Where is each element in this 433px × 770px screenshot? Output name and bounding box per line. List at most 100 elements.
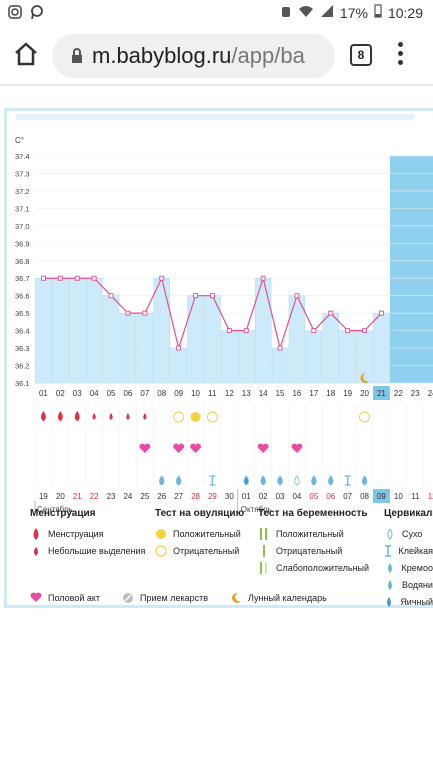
day-label: 12	[225, 389, 234, 398]
day-label: 24	[428, 389, 433, 398]
menstruation-drop-icon	[143, 413, 147, 420]
p-app-icon	[30, 5, 44, 22]
temperature-bar	[136, 312, 154, 384]
temperature-point	[159, 275, 165, 281]
date-label: 06	[326, 492, 335, 501]
legend-pregnancy-title: Тест на беременность	[258, 508, 368, 519]
date-label: 07	[343, 492, 352, 501]
date-label: 11	[411, 492, 420, 501]
legend-item: Отрицательный	[258, 542, 369, 559]
clock-time: 10:29	[387, 4, 423, 21]
legend-menstruation-title: Менструация	[30, 508, 96, 519]
temperature-point	[108, 293, 114, 299]
day-label: 10	[191, 389, 200, 398]
y-tick-label: 36.5	[15, 309, 30, 318]
chart-scroll-strip[interactable]	[15, 114, 415, 120]
date-label: 09	[377, 492, 386, 501]
y-tick-label: 36.2	[15, 362, 30, 371]
signal-icon	[320, 4, 334, 21]
legend-item: Кремоо	[384, 559, 433, 576]
page-top-fragment	[0, 84, 433, 86]
egg-icon	[243, 475, 249, 486]
temperature-point	[362, 328, 367, 334]
date-label: 26	[157, 492, 166, 501]
date-label: 30	[225, 492, 234, 501]
day-label: 17	[309, 389, 318, 398]
legend-item: Лунный календарь	[230, 589, 327, 606]
temperature-point	[260, 275, 266, 281]
home-button[interactable]	[12, 40, 40, 68]
home-icon	[15, 42, 37, 66]
date-label: 23	[107, 492, 116, 501]
menstruation-drop-icon	[109, 413, 113, 420]
bbt-chart: C° 37.4 37.3 37.2 37.1 37.0 36.9 36.8 36.7 36.6 36…	[15, 136, 433, 514]
address-bar[interactable]: m.babyblog.ru/app/ba	[52, 34, 335, 78]
water-icon	[328, 475, 334, 486]
dry-icon	[294, 475, 300, 486]
dry-icon	[384, 528, 396, 540]
overflow-menu-button[interactable]	[394, 42, 406, 68]
date-label: 24	[123, 492, 132, 501]
chart-frame: C° 37.4 37.3 37.2 37.1 37.0 36.9 36.8 36.7 36.6 36…	[4, 108, 433, 608]
y-tick-label: 37.3	[15, 169, 30, 178]
day-label: 02	[56, 389, 65, 398]
sticky-icon	[384, 544, 392, 557]
legend-item: Яичный	[384, 593, 433, 610]
water-icon	[260, 475, 266, 486]
temperature-point	[57, 275, 63, 281]
temperature-point	[142, 310, 148, 316]
legend-cervical-title: Цервикаль	[384, 508, 433, 519]
y-tick-label: 37.4	[15, 152, 30, 161]
current-day-highlight	[373, 386, 390, 400]
day-label: 08	[157, 389, 166, 398]
date-label: 04	[292, 492, 301, 501]
temperature-point	[176, 345, 182, 351]
date-label: 20	[56, 492, 65, 501]
date-label: 01	[242, 492, 251, 501]
heart-icon	[291, 443, 303, 453]
date-label: 25	[140, 492, 149, 501]
date-label: 29	[208, 492, 217, 501]
future-region	[389, 156, 433, 383]
temperature-bar	[119, 312, 137, 384]
sticky-icon	[209, 475, 216, 486]
legend-ovulation: Тест на овуляцию Положительный Отрицател…	[155, 508, 244, 559]
heart-icon	[257, 443, 269, 453]
day-label: 20	[360, 389, 369, 398]
heart-icon	[30, 592, 42, 603]
ovulation-negative-icon	[173, 411, 185, 423]
menstruation-drop-icon	[92, 413, 96, 420]
tab-switcher-button[interactable]: 8	[350, 44, 372, 66]
day-label: 04	[90, 389, 99, 398]
legend-pregnancy: Тест на беременность Положительный Отриц…	[258, 508, 369, 576]
legend-item: Положительный	[155, 525, 244, 542]
instagram-icon	[8, 5, 22, 22]
date-label: 27	[174, 492, 183, 501]
ovulation-negative-icon	[155, 544, 167, 557]
legend-cervical: Цервикаль Сухо Клейкая Кремоо Водяни Яич…	[384, 508, 433, 610]
temperature-point	[345, 328, 351, 334]
temperature-point	[277, 345, 283, 351]
temperature-point	[74, 275, 80, 281]
day-label: 07	[140, 389, 149, 398]
test-weak-icon	[258, 561, 270, 574]
legend-item: Прием лекарств	[122, 589, 208, 606]
test-negative-icon	[258, 544, 270, 557]
y-tick-label: 37.0	[15, 222, 30, 231]
legend-item: Клейкая	[384, 542, 433, 559]
url-text: m.babyblog.ru/app/ba	[92, 43, 305, 68]
temperature-bar	[153, 277, 170, 384]
month-label: Сентябрь	[37, 505, 73, 514]
y-tick-label: 37.1	[15, 204, 30, 213]
eggwhite-icon	[384, 596, 394, 608]
day-label: 16	[292, 389, 301, 398]
heart-icon	[173, 443, 185, 453]
water-icon	[311, 475, 317, 486]
temperature-bar	[271, 347, 289, 384]
moon-icon	[230, 592, 242, 604]
ovulation-negative-icon	[206, 411, 218, 423]
legend-menstruation: Менструация Менструация Небольшие выделе…	[30, 508, 145, 559]
month-label: Октябрь	[241, 505, 272, 514]
legend-item: Положительный	[258, 525, 369, 542]
temperature-bar	[170, 347, 187, 384]
